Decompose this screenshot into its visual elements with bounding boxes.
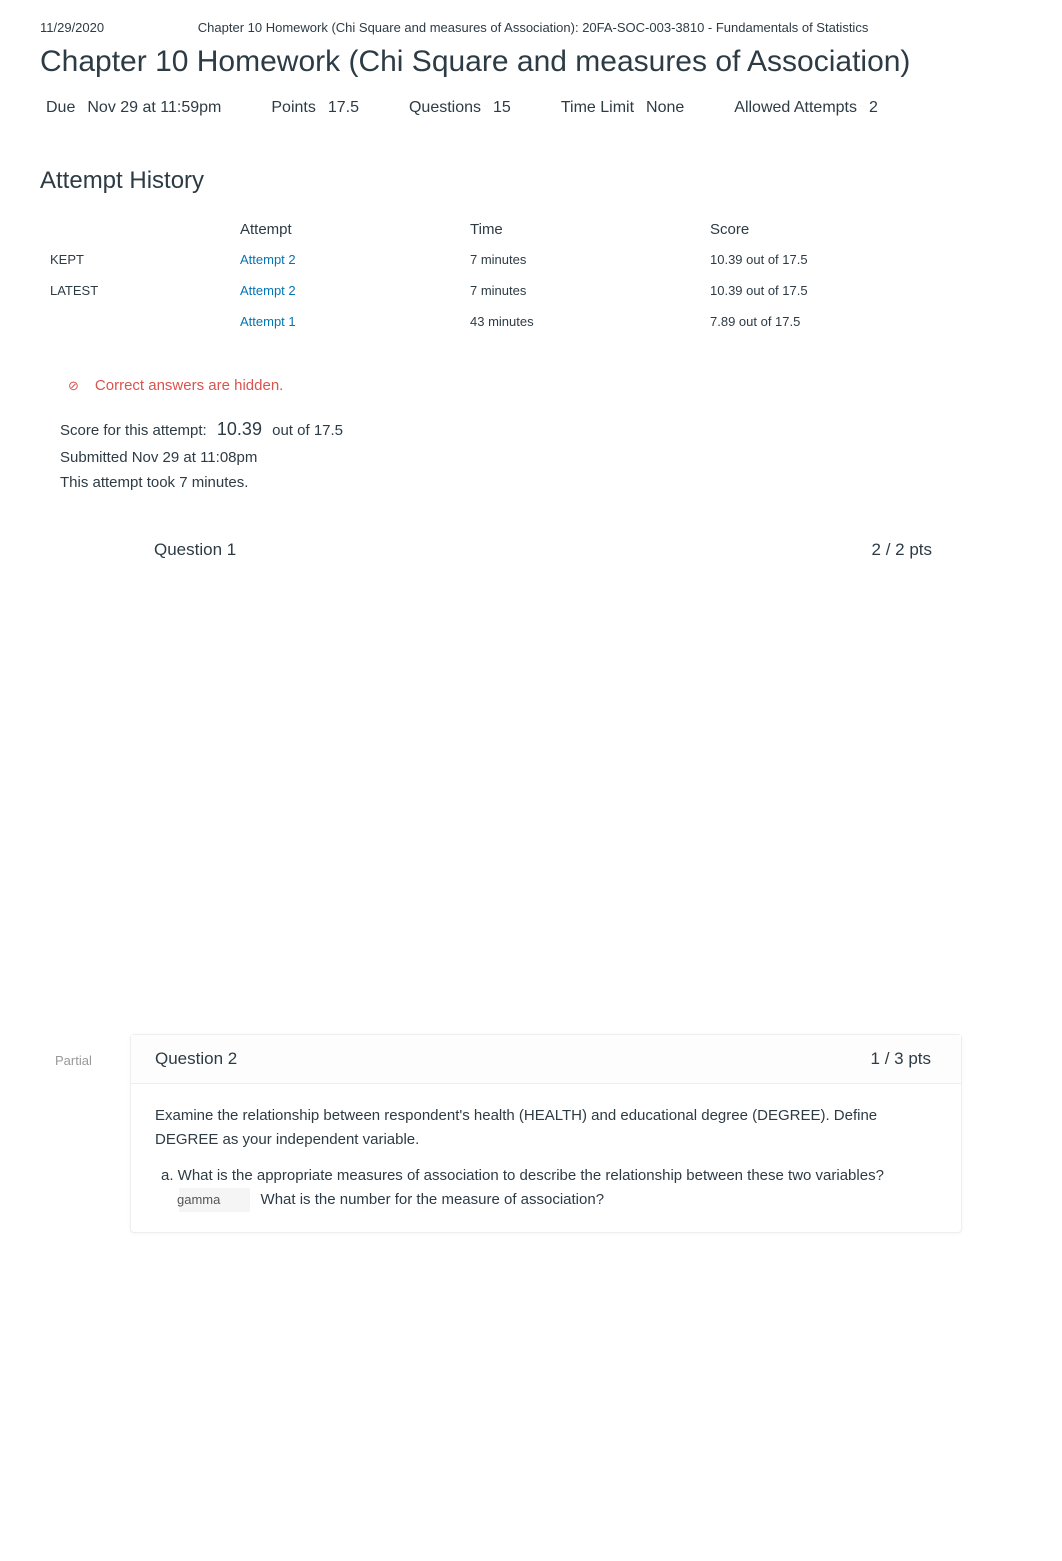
timelimit-value: None bbox=[646, 99, 684, 117]
question-part-a-suffix: What is the number for the measure of as… bbox=[261, 1191, 605, 1208]
attempt-status: KEPT bbox=[40, 252, 240, 267]
hidden-answers-notice: ⊘ Correct answers are hidden. bbox=[40, 377, 1022, 394]
print-date: 11/29/2020 bbox=[40, 20, 104, 35]
attempt-time: 43 minutes bbox=[470, 314, 710, 329]
quiz-meta: Due Nov 29 at 11:59pm Points 17.5 Questi… bbox=[40, 99, 1022, 117]
question-title: Question 1 bbox=[154, 540, 236, 560]
attempt-score: 7.89 out of 17.5 bbox=[710, 314, 860, 329]
questions-label: Questions bbox=[409, 99, 481, 117]
score-info: Score for this attempt: 10.39 out of 17.… bbox=[40, 414, 1022, 496]
attempt-link[interactable]: Attempt 2 bbox=[240, 252, 296, 267]
attempt-link[interactable]: Attempt 2 bbox=[240, 283, 296, 298]
submitted-time: Submitted Nov 29 at 11:08pm bbox=[60, 445, 1022, 471]
hidden-answers-text: Correct answers are hidden. bbox=[95, 377, 283, 394]
due-label: Due bbox=[46, 99, 75, 117]
page-title: Chapter 10 Homework (Chi Square and meas… bbox=[40, 45, 1022, 79]
attempt-time: 7 minutes bbox=[470, 252, 710, 267]
attempt-status bbox=[40, 314, 240, 329]
attempts-value: 2 bbox=[869, 99, 878, 117]
points-label: Points bbox=[271, 99, 315, 117]
col-header-score: Score bbox=[710, 221, 860, 238]
attempt-history-title: Attempt History bbox=[40, 167, 1022, 195]
col-header-attempt: Attempt bbox=[240, 221, 470, 238]
question-points: 1 / 3 pts bbox=[871, 1049, 931, 1069]
question-2: Partial Question 2 1 / 3 pts Examine the… bbox=[130, 1034, 962, 1234]
attempt-duration: This attempt took 7 minutes. bbox=[60, 470, 1022, 496]
question-1: Question 1 2 / 2 pts bbox=[130, 526, 962, 1004]
score-suffix: out of 17.5 bbox=[272, 422, 343, 439]
score-label: Score for this attempt: bbox=[60, 422, 207, 439]
question-title: Question 2 bbox=[155, 1049, 237, 1069]
attempt-score: 10.39 out of 17.5 bbox=[710, 252, 860, 267]
table-row: Attempt 1 43 minutes 7.89 out of 17.5 bbox=[40, 306, 860, 337]
answer-blank: gamma bbox=[179, 1188, 250, 1213]
attempt-status: LATEST bbox=[40, 283, 240, 298]
question-points: 2 / 2 pts bbox=[872, 540, 932, 560]
attempt-history-table: Attempt Time Score KEPT Attempt 2 7 minu… bbox=[40, 215, 860, 337]
attempts-label: Allowed Attempts bbox=[734, 99, 857, 117]
attempt-time: 7 minutes bbox=[470, 283, 710, 298]
eye-slash-icon: ⊘ bbox=[68, 378, 79, 394]
table-row: KEPT Attempt 2 7 minutes 10.39 out of 17… bbox=[40, 244, 860, 275]
attempt-score: 10.39 out of 17.5 bbox=[710, 283, 860, 298]
due-value: Nov 29 at 11:59pm bbox=[87, 99, 221, 117]
points-value: 17.5 bbox=[328, 99, 359, 117]
timelimit-label: Time Limit bbox=[561, 99, 634, 117]
col-header-time: Time bbox=[470, 221, 710, 238]
question-prompt: Examine the relationship between respond… bbox=[155, 1104, 937, 1152]
table-row: LATEST Attempt 2 7 minutes 10.39 out of … bbox=[40, 275, 860, 306]
attempt-link[interactable]: Attempt 1 bbox=[240, 314, 296, 329]
question-status-badge: Partial bbox=[55, 1053, 92, 1068]
breadcrumb: Chapter 10 Homework (Chi Square and meas… bbox=[104, 20, 962, 35]
questions-value: 15 bbox=[493, 99, 511, 117]
score-value: 10.39 bbox=[211, 419, 268, 439]
question-part-a: a. What is the appropriate measures of a… bbox=[161, 1167, 884, 1184]
